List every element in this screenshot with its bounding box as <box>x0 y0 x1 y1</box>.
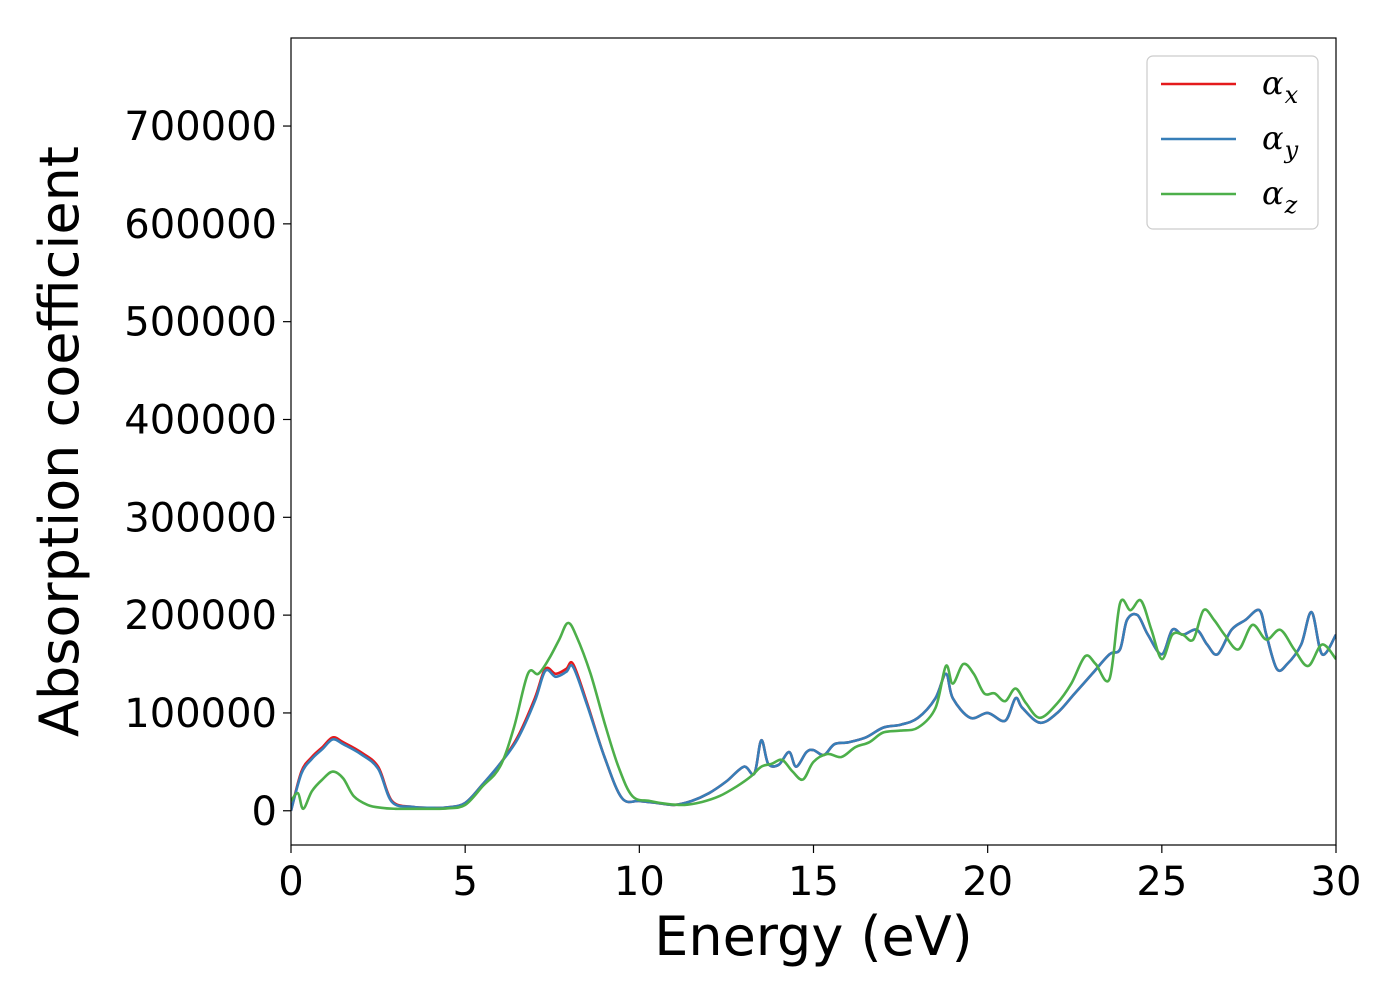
x-axis: 0 5 10 15 20 25 30 <box>278 845 1361 905</box>
legend-item-y: αy <box>1161 119 1299 164</box>
y-tick-label: 300000 <box>124 495 277 541</box>
legend-box <box>1146 55 1319 230</box>
x-tick-label: 5 <box>452 859 477 905</box>
series-line-y <box>291 608 1336 812</box>
legend-label: αz <box>1262 174 1298 219</box>
x-tick-label: 30 <box>1311 859 1362 905</box>
y-tick-label: 400000 <box>124 397 277 443</box>
legend-item-z: αz <box>1161 174 1298 219</box>
x-tick-label: 15 <box>788 859 839 905</box>
x-tick-label: 25 <box>1136 859 1187 905</box>
y-tick-label: 200000 <box>124 593 277 639</box>
y-tick-label: 100000 <box>124 691 277 737</box>
series-layer <box>291 598 1336 812</box>
legend: αx αy αz <box>1146 55 1319 230</box>
x-axis-label: Energy (eV) <box>654 905 973 968</box>
y-tick-label: 600000 <box>124 202 277 248</box>
x-tick-label: 0 <box>278 859 303 905</box>
y-tick-label: 0 <box>252 789 277 835</box>
x-tick-label: 20 <box>962 859 1013 905</box>
y-axis: 0 100000 200000 300000 400000 500000 600000 700… <box>124 104 291 835</box>
y-axis-label: Absorption coefficient <box>28 146 91 737</box>
legend-label: αx <box>1262 64 1299 109</box>
legend-label: αy <box>1262 119 1299 164</box>
series-line-z <box>291 598 1336 811</box>
y-tick-label: 700000 <box>124 104 277 150</box>
legend-item-x: αx <box>1161 64 1299 109</box>
y-tick-label: 500000 <box>124 300 277 346</box>
x-tick-label: 10 <box>614 859 665 905</box>
series-line-x <box>291 608 1336 812</box>
